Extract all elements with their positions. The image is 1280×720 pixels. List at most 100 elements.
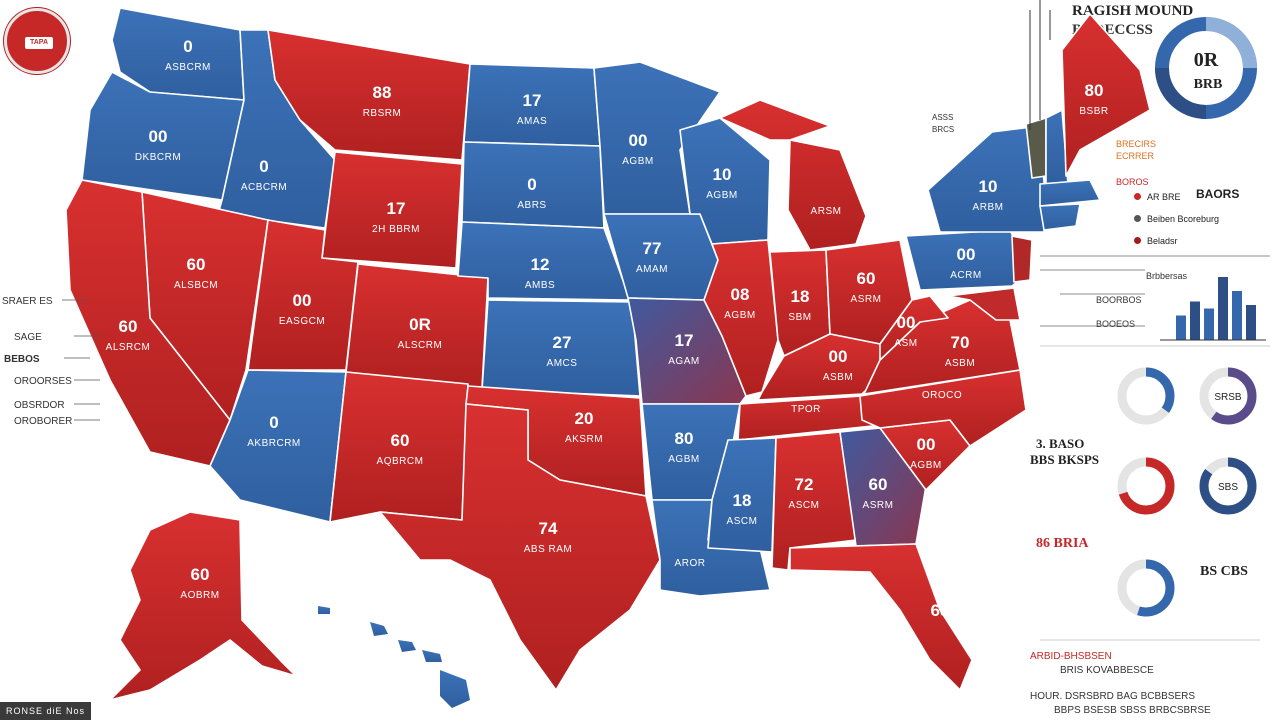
state-mi [719,99,867,251]
legend-label: AR BRE [1147,192,1181,202]
footer-note: ARBID-BHSBSEN [1030,651,1112,662]
state-value-label: 27 [553,333,572,352]
state-sub-label: AMBS [525,280,555,291]
state-value-label: 70 [951,333,970,352]
state-value-label: 60 [391,431,410,450]
state-sub-label: AOBRM [180,590,219,601]
state-value-label: 18 [733,491,752,510]
state-ms [707,437,777,553]
donut-center-text: 0R [1194,49,1219,71]
legend-item: Beiben Bcoreburg [1134,208,1219,230]
red-stat: 86 BRIA [1036,536,1089,551]
bar [1232,291,1242,340]
donut-charts: SRSB SBS [1117,367,1257,617]
state-sub-label: ASCM [727,516,758,527]
line-label: Brbbersas [1146,271,1188,281]
left-annotation: SAGE [14,332,42,343]
legend-right: BAORS [1196,187,1240,201]
state-sub-label: EASGCM [279,316,325,327]
state-sub-label: AMAM [636,264,668,275]
left-annotations: SRAER ES SAGE BEBOS OROORSES OBSRDOR OROBORER [2,296,100,427]
right-panel [1029,0,1270,641]
orange-tag: ECRRER [1116,151,1155,161]
state-value-label: 74 [539,519,558,538]
state-ak [109,511,297,701]
state-value-label: 68 [931,601,950,620]
state-ga [839,427,927,547]
state-sub-label: AROR [675,558,706,569]
state-value-label: 00 [897,313,916,332]
state-md [947,287,1021,321]
state-value-label: 60 [119,317,138,336]
state-value-label: 00 [829,347,848,366]
donut-label: SRSB [1214,392,1242,403]
orange-tags: BRECIRS ECRRER BOROS [1116,138,1156,188]
donut-arc [1199,457,1257,515]
left-annotation: OROORSES [14,376,72,387]
footer-notes: ARBID-BHSBSEN BRIS KOVABBESCE HOUR. DSRS… [1030,650,1211,718]
state-value-label: 0 [183,37,192,56]
state-sub-label: AGBM [724,310,755,321]
donut-arc [1117,367,1175,425]
donut-arc [1199,367,1257,425]
left-annotation: BEBOS [4,354,40,365]
state-sub-label: ARBM [973,202,1004,213]
state-sub-label: ASM [894,338,917,349]
logo: TAPA [4,8,70,74]
state-hi [318,606,470,708]
state-sub-label: ASCM [789,500,820,511]
left-annotation: OROBORER [14,416,72,427]
state-value-label: 17 [675,331,694,350]
state-value-label: 72 [795,475,814,494]
legend-item: Beladsr [1134,230,1219,252]
donut-center-text: BRB [1194,77,1223,92]
state-value-label: 60 [191,565,210,584]
state-sub-label: SBM [788,312,811,323]
footer-note: BRIS KOVABBESCE [1060,665,1154,676]
legend-swatch [1134,193,1141,200]
state-ma [1039,179,1101,207]
legend-label: Beiben Bcoreburg [1147,214,1220,224]
donut-label: SBS [1218,482,1238,493]
state-sub-label: ALSRCM [106,342,151,353]
mid-text: 3. BASO BBS BKSPS [1030,436,1099,468]
state-sub-label: AGBM [706,190,737,201]
state-sub-label: DKBCRM [135,152,181,163]
orange-tag: BRECIRS [1116,139,1157,149]
state-sub-label: ALSBCM [174,280,218,291]
legend-label: Beladsr [1147,236,1178,246]
state-sub-label: AGBM [668,454,699,465]
state-value-label: 10 [979,177,998,196]
state-sub-label: BSBR [1079,106,1108,117]
mid-text-line: BBS BKSPS [1030,452,1100,467]
footer-note: BBPS BSESB SBSS BRBCSBRSE [1054,705,1211,716]
footer-note: HOUR. DSRSBRD BAG BCBBSERS [1030,691,1196,702]
state-value-label: 0 [527,175,536,194]
state-value-label: 77 [643,239,662,258]
orange-tag: BOROS [1116,177,1149,187]
state-sub-label: AKBRCRM [247,438,301,449]
state-sub-label: ACBCRM [241,182,287,193]
state-value-label: 60 [869,475,888,494]
state-mn [593,61,721,215]
state-value-label: 0 [269,413,278,432]
state-value-label: 00 [917,435,936,454]
legend-swatch [1134,215,1141,222]
left-annotation: SRAER ES [2,296,53,307]
state-nj [1011,235,1033,283]
state-value-label: 60 [857,269,876,288]
state-value-label: 10 [713,165,732,184]
bar [1246,305,1256,340]
right-stat: BS CBS [1200,564,1248,579]
footer-tag: RONSE diE Nos [0,702,92,720]
legend-item: AR BRE [1134,186,1219,208]
state-value-label: 0 [259,157,268,176]
legend-swatch [1134,237,1141,244]
line-label: BOOEOS [1096,319,1136,329]
state-sub-label: ASBM [945,358,975,369]
state-tx [379,403,661,691]
donut-segment [1155,67,1207,119]
state-sub-label: ASRM [851,294,882,305]
bar [1218,277,1228,340]
mid-text-line: 3. BASO [1036,436,1085,451]
